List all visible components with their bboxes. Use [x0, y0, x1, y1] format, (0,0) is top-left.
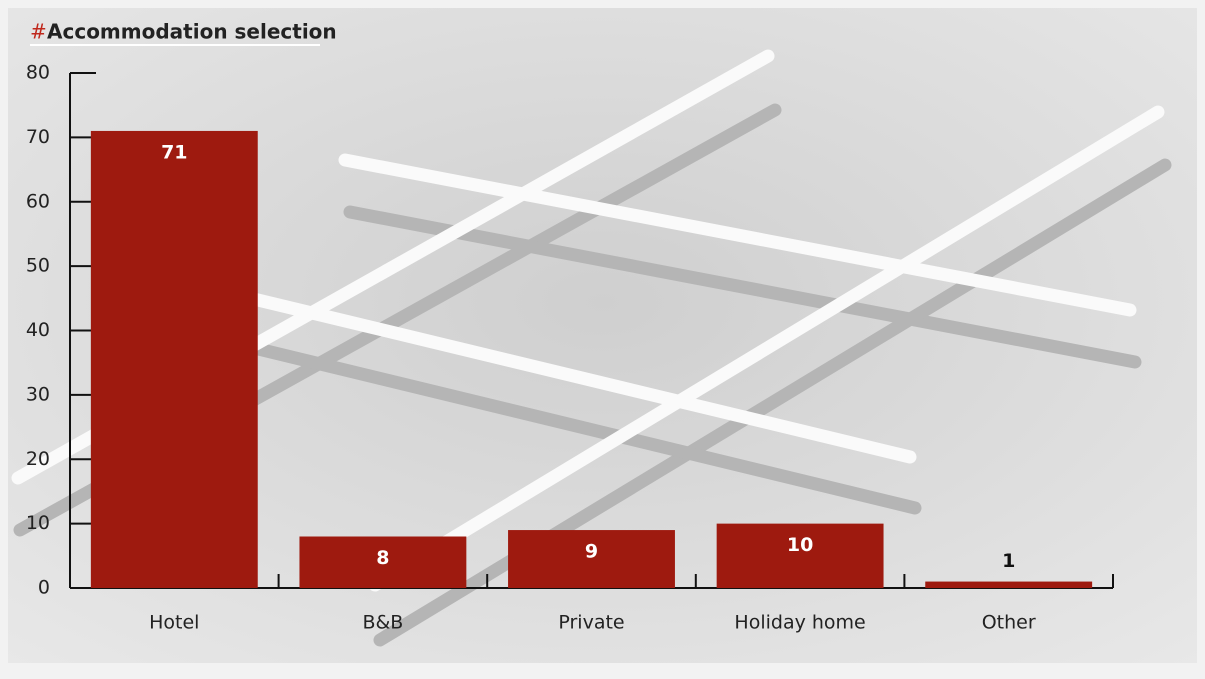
x-tick-label: Other: [982, 612, 1036, 634]
y-tick-label: 0: [38, 577, 50, 599]
y-tick-label: 10: [26, 512, 50, 534]
title-marker: #: [30, 20, 47, 44]
y-tick-label: 40: [26, 319, 50, 341]
value-label: 8: [376, 547, 389, 569]
x-tick-label: Private: [558, 612, 624, 634]
x-tick-label: Hotel: [149, 612, 199, 634]
bar: [716, 523, 884, 588]
value-label: 71: [161, 141, 187, 163]
bar: [508, 530, 675, 588]
y-tick-label: 50: [26, 255, 50, 277]
y-tick-label: 20: [26, 448, 50, 470]
bar: [925, 581, 1093, 588]
bar: [90, 130, 258, 588]
y-tick-label: 80: [26, 62, 50, 84]
y-tick-label: 70: [26, 126, 50, 148]
y-tick-label: 30: [26, 383, 50, 405]
y-tick-label: 60: [26, 190, 50, 212]
x-tick-label: Holiday home: [734, 612, 865, 634]
x-tick-label: B&B: [362, 612, 403, 634]
value-label: 9: [585, 541, 598, 563]
bar: [299, 536, 467, 588]
chart-title: Accommodation selection: [47, 20, 337, 44]
value-label: 10: [787, 534, 813, 556]
value-label: 1: [1002, 550, 1015, 572]
